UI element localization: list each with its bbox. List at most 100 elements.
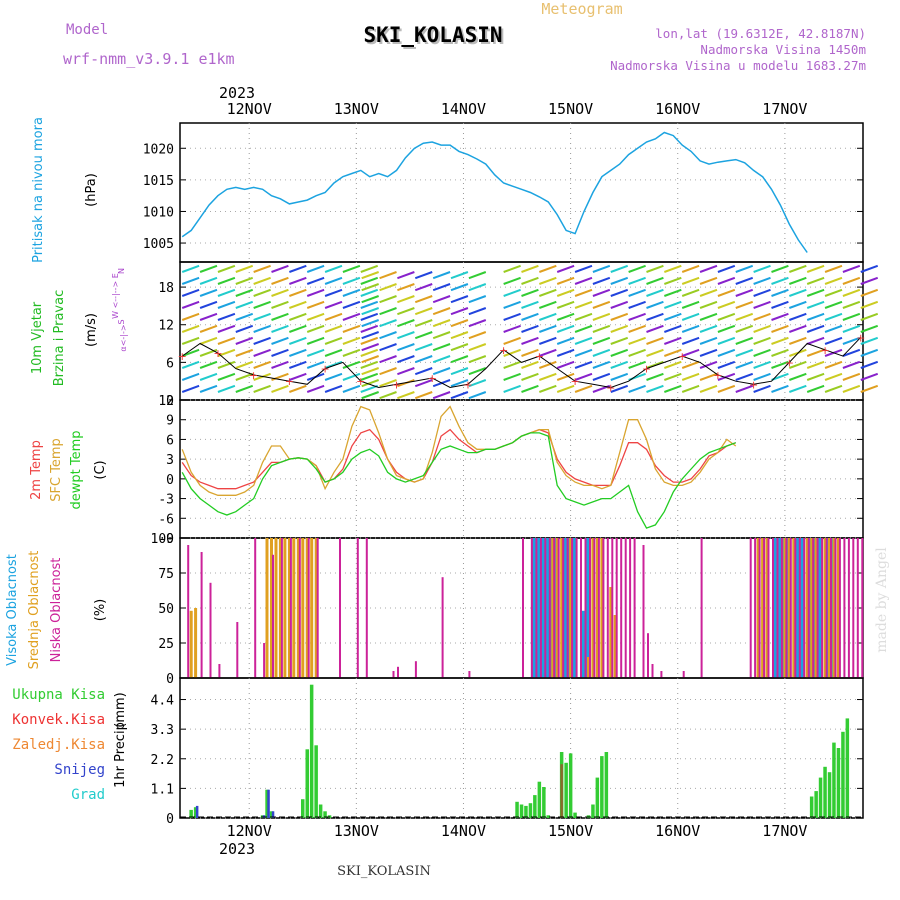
wind-barb <box>253 300 271 309</box>
wind-barb <box>342 348 361 357</box>
temp-unit: (C) <box>93 460 108 479</box>
wind-unit: (m/s) <box>84 313 99 347</box>
wind-barb <box>253 276 271 285</box>
low-cloud-bar <box>539 538 542 678</box>
wind-barb <box>610 324 629 333</box>
bottom-year-label: 2023 <box>219 840 255 858</box>
wind-barb <box>699 264 718 273</box>
wind-barb <box>360 312 379 321</box>
wind-barb <box>324 300 343 309</box>
wind-barb <box>289 348 307 357</box>
wind-barb <box>361 319 379 328</box>
wind-speed-line <box>181 336 862 389</box>
wind-barb <box>432 355 451 364</box>
low-cloud-bar <box>580 538 582 678</box>
low-cloud-bar <box>187 545 190 678</box>
wind-gust-marker: + <box>642 363 651 376</box>
wind-barb <box>360 372 379 381</box>
wind-barb <box>199 300 218 309</box>
high-cloud-bar <box>776 538 782 678</box>
wind-barb <box>788 324 807 333</box>
temp-tick-label: 9 <box>166 414 174 429</box>
wind-barb <box>681 324 700 333</box>
wind-barb <box>289 264 307 273</box>
wind-barb <box>450 319 469 328</box>
pressure-tick-label: 1010 <box>143 205 174 220</box>
wind-barb <box>324 324 343 333</box>
wind-barb <box>574 276 593 285</box>
precip-frame <box>179 677 864 819</box>
low-cloud-bar <box>825 538 828 678</box>
top-day-label: 16NOV <box>655 100 700 118</box>
wind-barb <box>468 331 487 340</box>
wind-barb <box>450 343 469 352</box>
mid-cloud-bar <box>613 615 617 678</box>
cloud-unit: (%) <box>93 599 108 622</box>
wind-barb <box>592 276 611 285</box>
wind-gust-marker: + <box>678 350 687 363</box>
wind-barb <box>324 348 343 357</box>
precip-unit: (mm) <box>113 692 128 727</box>
wind-barb <box>699 288 718 297</box>
low-cloud-bar <box>522 538 524 678</box>
wind-barb <box>217 372 236 381</box>
low-cloud-bar <box>843 538 846 678</box>
wind-barb <box>842 312 861 321</box>
wind-barb <box>181 324 200 333</box>
wind-barb <box>289 384 307 393</box>
wind-barb <box>592 336 611 345</box>
wind-barb <box>699 300 718 309</box>
wind-gust-marker: + <box>392 378 401 391</box>
wind-barb <box>842 324 861 333</box>
wind-barb <box>771 264 789 273</box>
high-cloud-bar <box>584 538 590 678</box>
low-cloud-bar <box>647 633 649 678</box>
wind-barb <box>342 276 361 285</box>
legend-conv-precip: Konvek.Kisa <box>12 712 105 728</box>
wind-barb <box>771 300 789 309</box>
wind-tick-label: 12 <box>158 319 174 334</box>
bottom-day-label: 17NOV <box>762 822 807 840</box>
wind-barb <box>771 372 789 381</box>
total-precip-bar <box>600 756 604 818</box>
wind-barb <box>539 348 557 357</box>
wind-gust-marker: + <box>178 350 187 363</box>
wind-barb <box>806 276 825 285</box>
low-cloud-bar <box>660 671 663 678</box>
wind-barb <box>717 288 736 297</box>
low-cloud-bar <box>794 538 797 678</box>
wind-barb <box>574 336 593 345</box>
precip-tick-label: 0 <box>166 812 174 827</box>
wind-barb <box>806 372 825 381</box>
wind-barb <box>806 384 825 393</box>
wind-barb <box>610 348 629 357</box>
wind-barb <box>397 343 415 352</box>
wind-barb <box>646 264 664 273</box>
mid-cloud-bar <box>274 538 278 678</box>
mid-cloud-bar <box>189 610 193 678</box>
station-title: SKI_KOLASIN <box>365 25 504 49</box>
wind-barb <box>539 276 557 285</box>
wind-barb <box>306 348 325 357</box>
wind-barb <box>360 360 379 369</box>
wind-barb <box>860 300 879 309</box>
wind-barb <box>556 384 575 393</box>
wind-barb <box>253 360 271 369</box>
temp-frame <box>179 399 864 539</box>
wind-barb <box>306 324 325 333</box>
low-cloud-bar <box>861 538 864 678</box>
mid-cloud-bar <box>756 538 760 678</box>
wind-barb <box>271 288 289 297</box>
dew-ylabel: dewpt Temp <box>69 430 84 509</box>
wind-gust-marker: + <box>856 331 865 344</box>
wind-barb <box>468 271 487 280</box>
wind-barb <box>699 324 718 333</box>
low-cloud-bar <box>209 582 212 678</box>
wind-barb <box>610 288 629 297</box>
wind-barb <box>432 331 451 340</box>
precip-tick-label: 1.1 <box>151 782 174 797</box>
precip-tick-label: 2.2 <box>151 753 174 768</box>
wind-barb <box>360 348 379 357</box>
wind-barb <box>574 264 593 273</box>
wind-barb <box>199 312 218 321</box>
